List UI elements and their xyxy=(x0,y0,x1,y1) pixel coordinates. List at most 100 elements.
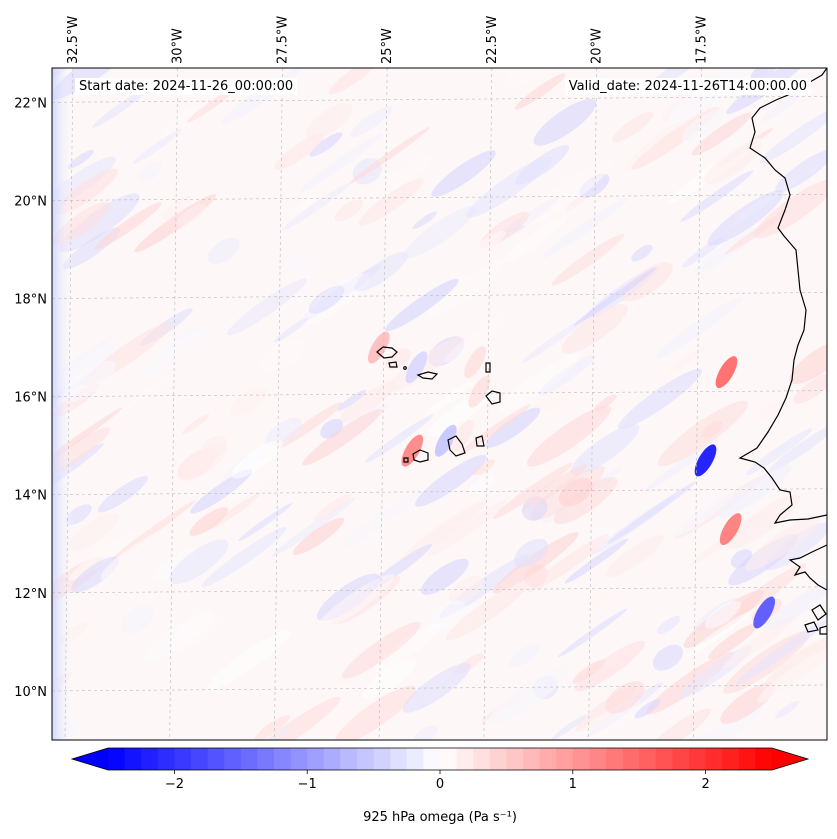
omega-streak xyxy=(645,708,711,740)
omega-streak xyxy=(553,476,618,525)
omega-streak xyxy=(527,534,609,592)
colorbar-swatch xyxy=(755,748,773,770)
lon-gridline xyxy=(483,68,493,740)
colorbar-tick-label: −1 xyxy=(298,777,317,792)
omega-feature xyxy=(468,375,491,408)
island-sal xyxy=(485,362,491,373)
colorbar-swatch xyxy=(390,748,408,770)
omega-streak xyxy=(668,347,705,373)
omega-feature xyxy=(715,356,738,389)
omega-streak xyxy=(334,199,364,222)
gambia-senegal-coast xyxy=(788,544,827,591)
colorbar-swatch xyxy=(523,748,541,770)
colorbar-label: 925 hPa omega (Pa s⁻¹) xyxy=(363,810,517,825)
colorbar-swatch xyxy=(240,748,258,770)
omega-streak xyxy=(364,414,434,463)
omega-streak xyxy=(621,262,673,302)
lon-tick-label: 30°W xyxy=(171,28,186,64)
omega-streak xyxy=(218,457,281,504)
omega-streak xyxy=(573,267,657,326)
colorbar-swatch xyxy=(639,748,657,770)
colorbar-swatch xyxy=(705,748,723,770)
omega-feature xyxy=(434,424,457,457)
colorbar-tick-label: −2 xyxy=(165,777,184,792)
map-panel xyxy=(52,68,827,740)
omega-streak xyxy=(201,526,287,588)
lon-tick-label: 20°W xyxy=(590,28,605,64)
omega-streak xyxy=(605,681,645,714)
omega-streak xyxy=(271,497,357,557)
colorbar-swatch xyxy=(423,748,441,770)
colorbar-swatch xyxy=(340,748,358,770)
colorbar-swatch xyxy=(489,748,507,770)
island-santo-antao xyxy=(376,346,398,359)
colorbar-swatch xyxy=(207,748,225,770)
colorbar-swatch xyxy=(290,748,308,770)
omega-streak xyxy=(775,149,827,193)
colorbar-tick-label: 1 xyxy=(569,777,577,792)
lat-tick-label: 10°N xyxy=(14,685,47,700)
omega-streak xyxy=(558,608,628,658)
omega-feature xyxy=(719,513,742,546)
lon-tick-label: 22.5°W xyxy=(485,16,500,64)
omega-streak xyxy=(657,400,749,467)
omega-streak xyxy=(538,354,596,396)
colorbar-swatch xyxy=(174,748,192,770)
omega-streak xyxy=(341,621,421,679)
omega-streak xyxy=(681,108,725,142)
omega-feature xyxy=(405,351,428,384)
omega-streak xyxy=(565,195,587,211)
colorbar: −2 −1 0 1 2 925 hPa omega (Pa s⁻¹) xyxy=(70,747,810,825)
omega-streak xyxy=(363,154,433,205)
omega-streak xyxy=(745,515,821,571)
omega-streak xyxy=(426,380,476,415)
island-fogo xyxy=(412,449,429,463)
omega-streak xyxy=(100,529,172,581)
omega-streak xyxy=(426,499,508,558)
colorbar-outline xyxy=(70,747,810,771)
colorbar-swatch xyxy=(539,748,557,770)
colorbar-swatch xyxy=(689,748,707,770)
colorbar-swatch xyxy=(257,748,275,770)
lon-gridline xyxy=(274,68,283,740)
omega-streak xyxy=(92,86,151,128)
lon-tick-label: 27.5°W xyxy=(275,16,290,64)
omega-streak xyxy=(152,548,197,581)
omega-streak xyxy=(190,469,253,514)
lon-gridline xyxy=(378,68,388,740)
omega-streak xyxy=(138,325,211,377)
omega-streak xyxy=(570,424,640,475)
omega-streak xyxy=(312,493,352,522)
omega-streak xyxy=(793,372,827,404)
omega-streak xyxy=(671,491,737,538)
colorbar-swatch xyxy=(556,748,574,770)
omega-streak xyxy=(558,477,593,507)
omega-streak xyxy=(334,685,416,740)
lon-tick-label: 17.5°W xyxy=(694,16,709,64)
omega-streak xyxy=(385,348,411,370)
island-sao-nicolau xyxy=(416,371,439,380)
lat-tick-label: 18°N xyxy=(14,293,47,308)
omega-streak xyxy=(750,68,781,81)
omega-streak xyxy=(309,132,343,157)
omega-streak xyxy=(293,195,317,213)
omega-streak xyxy=(763,581,827,632)
omega-streak xyxy=(707,190,784,246)
island-santiago xyxy=(447,435,466,457)
colorbar-swatches xyxy=(70,747,810,771)
omega-streak xyxy=(466,156,552,218)
lat-tick-label: 22°N xyxy=(14,96,47,111)
colorbar-swatch xyxy=(589,748,607,770)
omega-streak xyxy=(789,340,827,385)
omega-streak xyxy=(340,493,419,549)
omega-streak xyxy=(575,640,645,692)
omega-streak xyxy=(761,93,800,122)
omega-streak xyxy=(176,203,207,227)
omega-streak xyxy=(230,387,268,417)
omega-streak xyxy=(227,278,307,336)
omega-streak xyxy=(411,725,438,740)
colorbar-tick-label: 0 xyxy=(436,777,444,792)
omega-streak xyxy=(120,605,154,634)
omega-streak xyxy=(576,407,631,449)
omega-streak xyxy=(163,104,205,137)
